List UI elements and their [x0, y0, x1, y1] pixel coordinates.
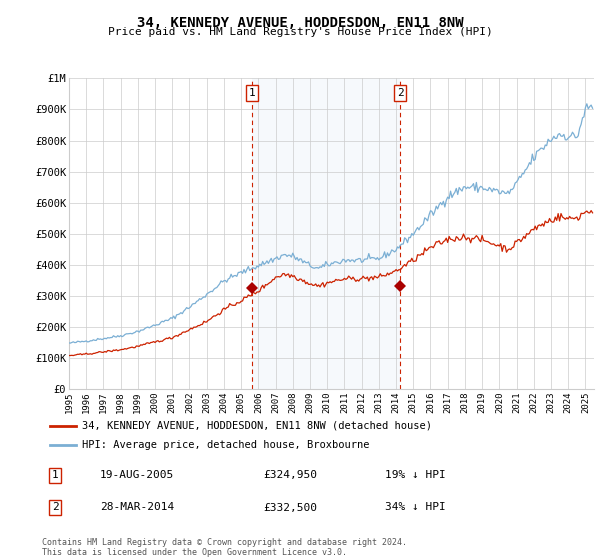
Text: 34% ↓ HPI: 34% ↓ HPI	[385, 502, 446, 512]
Text: 1: 1	[52, 470, 59, 480]
Text: 28-MAR-2014: 28-MAR-2014	[100, 502, 175, 512]
Text: 2: 2	[397, 88, 404, 98]
Text: 1: 1	[248, 88, 256, 98]
Text: 19-AUG-2005: 19-AUG-2005	[100, 470, 175, 480]
Text: 2: 2	[52, 502, 59, 512]
Text: £324,950: £324,950	[264, 470, 318, 480]
Text: HPI: Average price, detached house, Broxbourne: HPI: Average price, detached house, Brox…	[82, 440, 369, 450]
Text: Contains HM Land Registry data © Crown copyright and database right 2024.
This d: Contains HM Land Registry data © Crown c…	[42, 538, 407, 557]
Bar	[252, 78, 400, 389]
Text: 34, KENNEDY AVENUE, HODDESDON, EN11 8NW: 34, KENNEDY AVENUE, HODDESDON, EN11 8NW	[137, 16, 463, 30]
Text: Price paid vs. HM Land Registry's House Price Index (HPI): Price paid vs. HM Land Registry's House …	[107, 27, 493, 37]
Text: £332,500: £332,500	[264, 502, 318, 512]
Text: 34, KENNEDY AVENUE, HODDESDON, EN11 8NW (detached house): 34, KENNEDY AVENUE, HODDESDON, EN11 8NW …	[82, 421, 431, 431]
Text: 19% ↓ HPI: 19% ↓ HPI	[385, 470, 446, 480]
